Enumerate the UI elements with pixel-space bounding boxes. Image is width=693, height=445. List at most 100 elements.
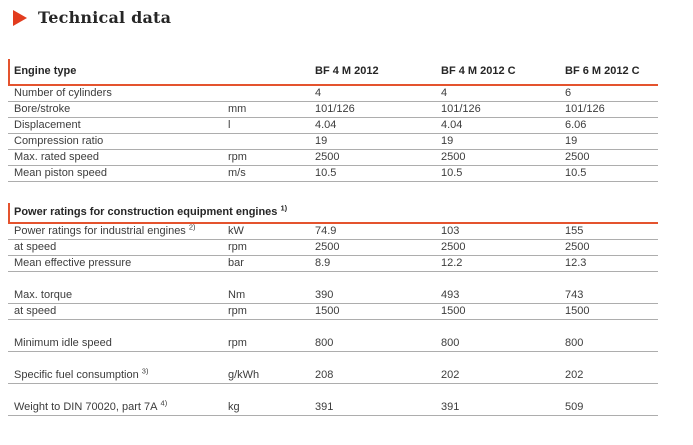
row-value-3: 155	[565, 225, 584, 237]
row-value-2: 800	[441, 337, 460, 349]
row-value-2: 4.04	[441, 119, 463, 131]
row-label: Mean effective pressure	[14, 257, 132, 269]
row-value-1: 390	[315, 289, 334, 301]
row-label: at speed	[14, 305, 57, 317]
header-column-3: BF 6 M 2012 C	[565, 65, 640, 77]
row-unit: g/kWh	[228, 369, 260, 381]
row-value-2: 493	[441, 289, 460, 301]
row-value-3: 19	[565, 135, 578, 147]
footnote-ref: 2)	[188, 224, 196, 232]
row-label: Number of cylinders	[14, 87, 112, 99]
table-row: Compression ratio 19 19 19	[8, 134, 658, 150]
row-label: Specific fuel consumption 3)	[14, 368, 149, 381]
row-value-3: 800	[565, 337, 584, 349]
table-row: Specific fuel consumption 3) g/kWh 208 202 2…	[8, 368, 658, 384]
footnote-ref: 3)	[141, 368, 149, 376]
table-sections: Number of cylinders 4 4 6 Bore/stroke mm 101/1…	[8, 86, 658, 416]
row-unit	[228, 86, 315, 101]
row-gap	[8, 352, 658, 368]
table-row: Weight to DIN 70020, part 7A 4) kg 391 391 5…	[8, 400, 658, 416]
row-gap	[8, 272, 658, 288]
row-label: Weight to DIN 70020, part 7A 4)	[14, 400, 168, 413]
row-label: Compression ratio	[14, 135, 104, 147]
row-value-3: 6.06	[565, 119, 587, 131]
row-unit: l	[228, 119, 231, 131]
row-value-3: 202	[565, 369, 584, 381]
row-value-1: 2500	[315, 151, 340, 163]
row-value-3: 12.3	[565, 257, 587, 269]
row-value-1: 4	[315, 87, 322, 99]
section-header-label: Power ratings for construction equipment…	[14, 203, 288, 218]
row-unit: bar	[228, 257, 244, 269]
row-label: Minimum idle speed	[14, 337, 112, 349]
row-value-1: 2500	[315, 241, 340, 253]
row-label: at speed	[14, 241, 57, 253]
row-value-2: 10.5	[441, 167, 463, 179]
table-row: Minimum idle speed rpm 800 800 800	[8, 336, 658, 352]
header-column-1: BF 4 M 2012	[315, 65, 379, 77]
row-unit: m/s	[228, 167, 246, 179]
row-label: Bore/stroke	[14, 103, 71, 115]
technical-data-table: Engine type BF 4 M 2012 BF 4 M 2012 C BF…	[8, 58, 658, 416]
row-gap	[8, 384, 658, 400]
table-row: Displacement l 4.04 4.04 6.06	[8, 118, 658, 134]
section-accent-bar	[8, 59, 10, 84]
table-row: Number of cylinders 4 4 6	[8, 86, 658, 102]
arrow-right-icon	[13, 9, 27, 26]
row-unit: rpm	[228, 337, 247, 349]
header-unit	[228, 58, 315, 84]
row-unit: rpm	[228, 151, 247, 163]
row-value-1: 391	[315, 401, 334, 413]
row-label: Max. torque	[14, 289, 73, 301]
row-unit: rpm	[228, 305, 247, 317]
row-value-2: 2500	[441, 151, 466, 163]
row-value-2: 1500	[441, 305, 466, 317]
row-label: Mean piston speed	[14, 167, 107, 179]
row-unit: mm	[228, 103, 247, 115]
row-value-3: 743	[565, 289, 584, 301]
row-value-2: 103	[441, 225, 460, 237]
row-value-3: 101/126	[565, 103, 605, 115]
row-value-3: 6	[565, 87, 572, 99]
row-value-2: 12.2	[441, 257, 463, 269]
footnote-ref: 4)	[160, 400, 168, 408]
row-value-2: 4	[441, 87, 448, 99]
row-label: Max. rated speed	[14, 151, 99, 163]
row-value-2: 19	[441, 135, 454, 147]
row-value-1: 208	[315, 369, 334, 381]
row-value-1: 800	[315, 337, 334, 349]
header-label: Engine type	[14, 65, 77, 77]
table-row: at speed rpm 1500 1500 1500	[8, 304, 658, 320]
row-unit: rpm	[228, 241, 247, 253]
row-value-2: 2500	[441, 241, 466, 253]
row-unit	[228, 134, 315, 149]
row-value-1: 8.9	[315, 257, 331, 269]
row-value-2: 101/126	[441, 103, 481, 115]
table-row: Power ratings for industrial engines 2) k…	[8, 224, 658, 240]
row-value-1: 19	[315, 135, 328, 147]
section-accent-bar	[8, 203, 10, 222]
table-row: Max. rated speed rpm 2500 2500 2500	[8, 150, 658, 166]
section-header-row: Power ratings for construction equipment…	[8, 202, 658, 224]
footnote-ref: 1)	[280, 203, 288, 213]
table-header-row: Engine type BF 4 M 2012 BF 4 M 2012 C BF…	[8, 58, 658, 86]
row-label: Displacement	[14, 119, 81, 131]
page-title-row: Technical data	[13, 8, 171, 27]
table-row: at speed rpm 2500 2500 2500	[8, 240, 658, 256]
row-value-1: 10.5	[315, 167, 337, 179]
row-value-3: 509	[565, 401, 584, 413]
row-gap	[8, 320, 658, 336]
table-row: Mean piston speed m/s 10.5 10.5 10.5	[8, 166, 658, 182]
table-row: Bore/stroke mm 101/126 101/126 101/126	[8, 102, 658, 118]
section-spacer	[8, 182, 658, 202]
row-value-1: 74.9	[315, 225, 337, 237]
row-value-2: 202	[441, 369, 460, 381]
header-column-2: BF 4 M 2012 C	[441, 65, 516, 77]
row-value-1: 1500	[315, 305, 340, 317]
row-unit: kg	[228, 401, 240, 413]
row-value-3: 10.5	[565, 167, 587, 179]
table-row: Max. torque Nm 390 493 743	[8, 288, 658, 304]
page-title: Technical data	[38, 8, 172, 27]
table-row: Mean effective pressure bar 8.9 12.2 12.3	[8, 256, 658, 272]
